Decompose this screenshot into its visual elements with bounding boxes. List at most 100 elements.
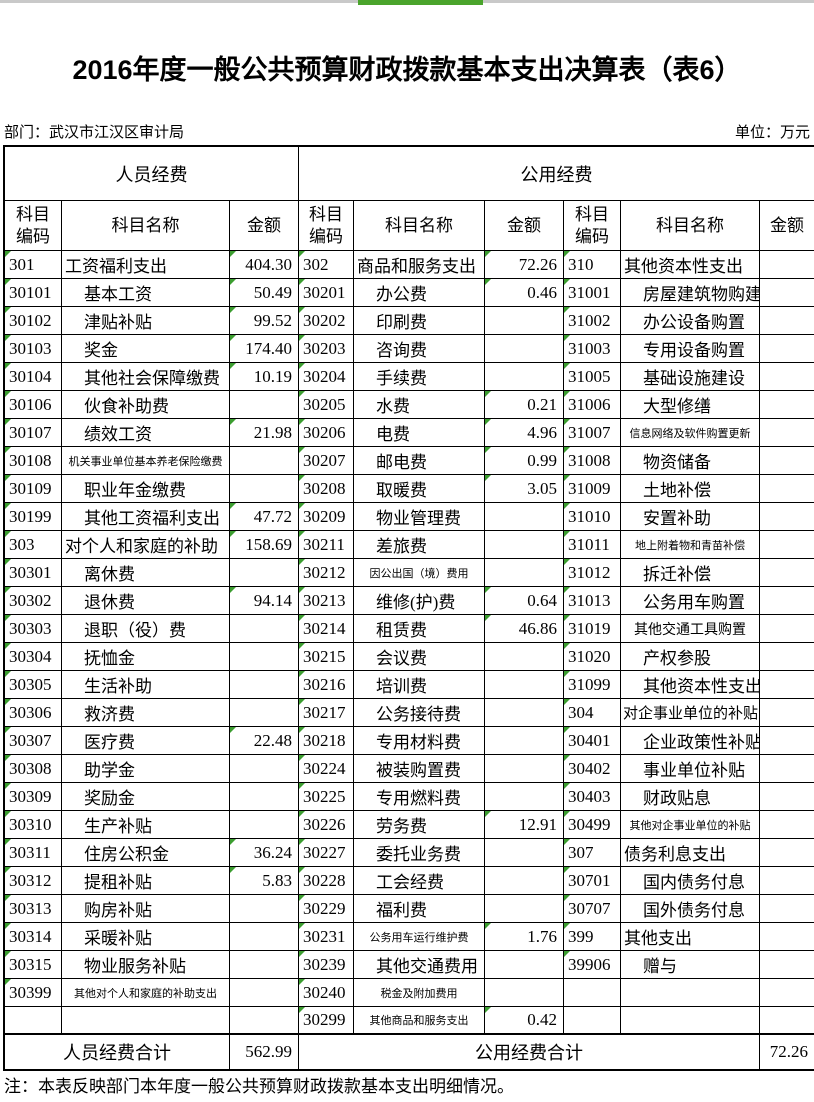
name-cell: 财政贴息: [621, 783, 760, 811]
amount-cell: 50.49: [230, 279, 299, 307]
amount-cell: 0.42: [485, 1007, 564, 1035]
amount-cell: [485, 307, 564, 335]
amount-cell: [485, 671, 564, 699]
amount-cell: [760, 643, 814, 671]
code-cell: 30403: [564, 783, 621, 811]
name-cell: 租赁费: [354, 615, 485, 643]
name-cell: 债务利息支出: [621, 839, 760, 867]
amount-cell: 1.76: [485, 923, 564, 951]
code-cell: 31020: [564, 643, 621, 671]
code-cell: 399: [564, 923, 621, 951]
name-cell: 取暖费: [354, 475, 485, 503]
code-cell: 30306: [5, 699, 62, 727]
code-cell: 31013: [564, 587, 621, 615]
name-cell: 生活补助: [62, 671, 230, 699]
amount-cell: [760, 755, 814, 783]
amount-cell: [760, 867, 814, 895]
code-cell: 30109: [5, 475, 62, 503]
code-cell: [5, 1007, 62, 1035]
name-cell: 会议费: [354, 643, 485, 671]
name-cell: 对企事业单位的补贴: [621, 699, 760, 727]
name-cell: 手续费: [354, 363, 485, 391]
amount-cell: [485, 531, 564, 559]
name-cell: 事业单位补贴: [621, 755, 760, 783]
code-cell: 30209: [299, 503, 354, 531]
name-cell: 印刷费: [354, 307, 485, 335]
name-cell: 住房公积金: [62, 839, 230, 867]
code-cell: 31007: [564, 419, 621, 447]
code-cell: 30701: [564, 867, 621, 895]
top-bar: [0, 0, 814, 6]
amount-cell: [230, 699, 299, 727]
amount-cell: [485, 335, 564, 363]
amount-cell: 174.40: [230, 335, 299, 363]
code-cell: 30204: [299, 363, 354, 391]
name-cell: 安置补助: [621, 503, 760, 531]
name-cell: 津贴补贴: [62, 307, 230, 335]
code-cell: 30307: [5, 727, 62, 755]
name-cell: 物资储备: [621, 447, 760, 475]
column-header-name: 科目名称: [62, 201, 230, 251]
amount-cell: 21.98: [230, 419, 299, 447]
code-cell: 30201: [299, 279, 354, 307]
amount-cell: [230, 671, 299, 699]
amount-cell: [485, 559, 564, 587]
code-cell: 30212: [299, 559, 354, 587]
name-cell: 医疗费: [62, 727, 230, 755]
code-cell: 30314: [5, 923, 62, 951]
name-cell: 国外债务付息: [621, 895, 760, 923]
name-cell: 大型修缮: [621, 391, 760, 419]
footnote: 注：本表反映部门本年度一般公共预算财政拨款基本支出明细情况。: [4, 1077, 514, 1096]
name-cell: 其他资本性支出: [621, 671, 760, 699]
name-cell: 企业政策性补贴: [621, 727, 760, 755]
code-cell: 31005: [564, 363, 621, 391]
amount-cell: [230, 923, 299, 951]
amount-cell: [485, 867, 564, 895]
name-cell: 办公设备购置: [621, 307, 760, 335]
code-cell: 31012: [564, 559, 621, 587]
amount-cell: [760, 783, 814, 811]
code-cell: 30229: [299, 895, 354, 923]
code-cell: 30226: [299, 811, 354, 839]
code-cell: 30199: [5, 503, 62, 531]
code-cell: 30218: [299, 727, 354, 755]
code-cell: 30224: [299, 755, 354, 783]
column-header-amount: 金额: [485, 201, 564, 251]
code-cell: 31019: [564, 615, 621, 643]
name-cell: 基础设施建设: [621, 363, 760, 391]
amount-cell: 0.21: [485, 391, 564, 419]
code-cell: 301: [5, 251, 62, 279]
name-cell: 劳务费: [354, 811, 485, 839]
name-cell: 办公费: [354, 279, 485, 307]
amount-cell: [230, 615, 299, 643]
amount-cell: 158.69: [230, 531, 299, 559]
amount-cell: 94.14: [230, 587, 299, 615]
code-cell: 30104: [5, 363, 62, 391]
name-cell: 其他对企事业单位的补贴: [621, 811, 760, 839]
name-cell: 电费: [354, 419, 485, 447]
code-cell: 30299: [299, 1007, 354, 1035]
name-cell: 其他支出: [621, 923, 760, 951]
code-cell: 30308: [5, 755, 62, 783]
amount-cell: [760, 251, 814, 279]
code-cell: 31008: [564, 447, 621, 475]
name-cell: 水费: [354, 391, 485, 419]
code-cell: 30310: [5, 811, 62, 839]
code-cell: 30206: [299, 419, 354, 447]
amount-cell: [760, 391, 814, 419]
amount-cell: [760, 727, 814, 755]
name-cell: 其他社会保障缴费: [62, 363, 230, 391]
code-cell: 30240: [299, 979, 354, 1007]
public-total-amount: 72.26: [769, 1042, 808, 1061]
personnel-total-label: 人员经费合计: [5, 1035, 230, 1069]
amount-cell: 0.99: [485, 447, 564, 475]
amount-cell: [760, 503, 814, 531]
code-cell: 31010: [564, 503, 621, 531]
amount-cell: [230, 755, 299, 783]
name-cell: 抚恤金: [62, 643, 230, 671]
amount-cell: 4.96: [485, 419, 564, 447]
top-bar-progress-segment: [358, 0, 483, 5]
code-cell: [564, 1007, 621, 1035]
code-cell: 30217: [299, 699, 354, 727]
name-cell: 其他资本性支出: [621, 251, 760, 279]
